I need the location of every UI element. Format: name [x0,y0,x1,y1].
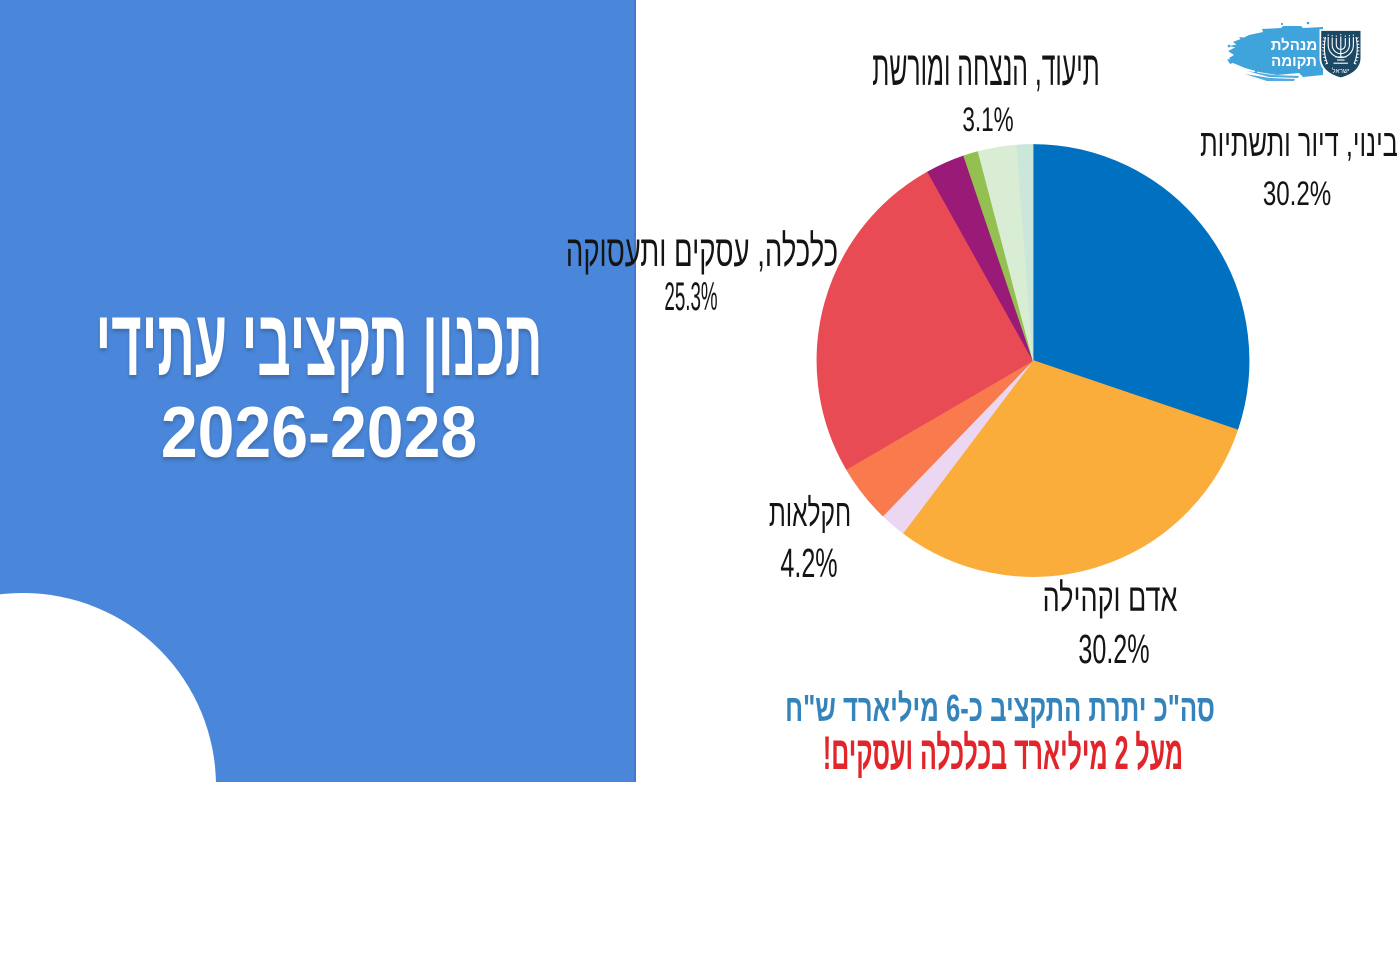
svg-text:מנהלת: מנהלת [1271,37,1318,54]
svg-text:תקומה: תקומה [1271,53,1317,70]
svg-text:ישראל: ישראל [1332,67,1350,75]
